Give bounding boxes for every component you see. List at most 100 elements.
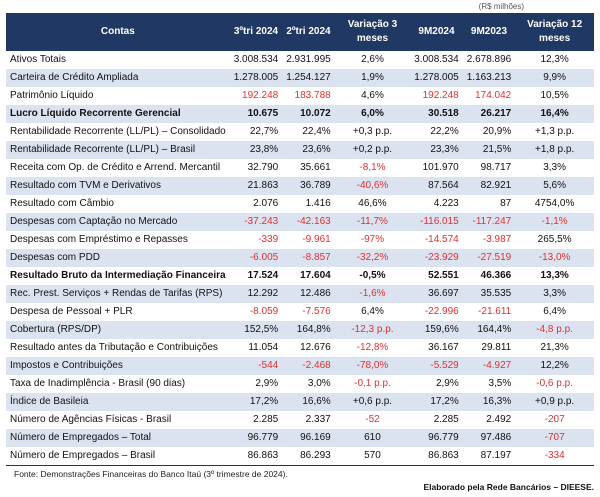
cell-value: -4,8 p.p. <box>515 321 594 339</box>
cell-value: 6,4% <box>543 306 567 317</box>
cell-value: +1,3 p.p. <box>535 126 575 137</box>
cell-value: 96.779 <box>229 429 283 447</box>
cell-value: 2,6% <box>361 54 384 65</box>
table-row: Resultado com TVM e Derivativos 21.863 36.… <box>6 177 594 195</box>
cell-value: 1.416 <box>305 198 331 209</box>
cell-value: -1,1% <box>515 213 594 231</box>
cell-value: -12,3 p.p. <box>334 321 411 339</box>
row-label: Número de Agências Físicas - Brasil <box>10 414 172 425</box>
cell-value: 6,0% <box>334 105 411 123</box>
cell-value: -22.996 <box>424 306 459 317</box>
cell-value: 12.486 <box>282 285 335 303</box>
cell-value: 11.054 <box>248 342 279 353</box>
row-label: Ativos Totais <box>10 54 66 65</box>
table-row: Despesas com Empréstimo e Repasses -339 -9… <box>6 231 594 249</box>
cell-value: 26.217 <box>462 105 516 123</box>
header-3tri-2024: 3ºtri 2024 <box>229 13 283 51</box>
cell-value: -8,1% <box>359 162 386 173</box>
table-row: Carteira de Crédito Ampliada 1.278.005 1.2… <box>6 69 594 87</box>
row-label: Rentabilidade Recorrente (LL/PL) – Brasi… <box>6 141 230 159</box>
cell-value: 610 <box>334 429 411 447</box>
row-label: Receita com Op. de Crédito e Arrend. Mer… <box>10 162 221 173</box>
cell-value: 3.008.534 <box>233 54 279 65</box>
cell-value: 23,6% <box>282 141 335 159</box>
table-row: Despesas com PDD -6.005 -8.857 -32,2% -23.92… <box>6 249 594 267</box>
row-label: Número de Empregados – Brasil <box>6 447 230 466</box>
cell-value: -97% <box>360 234 385 245</box>
table-row: Resultado com Câmbio 2.076 1.416 46,6% 4.223… <box>6 195 594 213</box>
table-row: Número de Empregados – Brasil 86.863 86.29… <box>6 447 594 466</box>
cell-value: 13,3% <box>540 270 569 281</box>
cell-value: 87.564 <box>410 177 463 195</box>
source-note: Fonte: Demonstrações Financeiras do Banc… <box>14 469 288 479</box>
cell-value: 16,4% <box>515 105 594 123</box>
cell-value: 12.292 <box>229 285 283 303</box>
cell-value: 9,9% <box>515 69 594 87</box>
cell-value: 23,3% <box>410 141 463 159</box>
cell-value: 2.337 <box>305 414 331 425</box>
row-label: Índice de Basileia <box>6 393 230 411</box>
cell-value: 4,6% <box>361 90 384 101</box>
header-variacao-3-meses: Variação 3 meses <box>334 13 411 51</box>
table-row: Número de Empregados – Total 96.779 96.169… <box>6 429 594 447</box>
cell-value: 97.486 <box>462 429 516 447</box>
cell-value: 10.675 <box>229 105 283 123</box>
cell-value: 183.788 <box>294 90 331 101</box>
cell-value: -1,6% <box>334 285 411 303</box>
cell-value: 20,9% <box>482 126 512 137</box>
cell-value: -544 <box>229 357 283 375</box>
cell-value: 10,5% <box>540 90 569 101</box>
cell-value: 98.717 <box>480 162 512 173</box>
cell-value: 21,3% <box>540 342 569 353</box>
row-label: Despesas com Empréstimo e Repasses <box>10 234 188 245</box>
cell-value: -0,1 p.p. <box>354 378 391 389</box>
cell-value: 2.492 <box>486 414 512 425</box>
cell-value: 82.921 <box>462 177 516 195</box>
cell-value: 192.248 <box>422 90 459 101</box>
cell-value: +1,8 p.p. <box>515 141 594 159</box>
cell-value: 2.076 <box>253 198 279 209</box>
cell-value: +0,6 p.p. <box>334 393 411 411</box>
cell-value: 86.293 <box>282 447 335 466</box>
row-label: Rentabilidade Recorrente (LL/PL) – Conso… <box>10 126 226 137</box>
cell-value: 164,8% <box>282 321 335 339</box>
table-row: Rentabilidade Recorrente (LL/PL) – Conso… <box>6 123 594 141</box>
row-label: Resultado com Câmbio <box>10 198 114 209</box>
financial-table: Contas 3ºtri 2024 2ºtri 2024 Variação 3 … <box>6 13 594 466</box>
cell-value: -78,0% <box>334 357 411 375</box>
cell-value: +0,2 p.p. <box>334 141 411 159</box>
cell-value: -2.468 <box>282 357 335 375</box>
cell-value: -334 <box>515 447 594 466</box>
cell-value: 30.518 <box>410 105 463 123</box>
cell-value: 174.042 <box>475 90 512 101</box>
cell-value: 265,5% <box>537 234 572 245</box>
header-contas: Contas <box>6 13 230 51</box>
table-row: Despesa de Pessoal + PLR -8.059 -7.576 6,4%… <box>6 303 594 321</box>
cell-value: 12,2% <box>515 357 594 375</box>
cell-value: 46.366 <box>480 270 512 281</box>
cell-value: -8.857 <box>282 249 335 267</box>
cell-value: -42.163 <box>282 213 335 231</box>
table-row: Rentabilidade Recorrente (LL/PL) – Brasi… <box>6 141 594 159</box>
cell-value: -52 <box>365 414 380 425</box>
cell-value: -4.927 <box>462 357 516 375</box>
cell-value: -23.929 <box>410 249 463 267</box>
header-variacao-12-meses: Variação 12 meses <box>515 13 594 51</box>
cell-value: 87 <box>500 198 512 209</box>
cell-value: 17.524 <box>247 270 279 281</box>
cell-value: -9.961 <box>302 234 331 245</box>
cell-value: 17,2% <box>229 393 283 411</box>
cell-value: 1.254.127 <box>282 69 335 87</box>
row-label: Rec. Prest. Serviços + Rendas de Tarifas… <box>6 285 230 303</box>
table-row: Ativos Totais 3.008.534 2.931.995 2,6% 3.008… <box>6 51 594 69</box>
row-label: Resultado antes da Tributação e Contribu… <box>10 342 218 353</box>
cell-value: -5.529 <box>410 357 463 375</box>
cell-value: -14.574 <box>424 234 459 245</box>
cell-value: -707 <box>515 429 594 447</box>
cell-value: 21,5% <box>462 141 516 159</box>
cell-value: 2,9% <box>435 378 459 389</box>
cell-value: 86.863 <box>410 447 463 466</box>
table-row: Resultado antes da Tributação e Contribu… <box>6 339 594 357</box>
author-note: Elaborado pela Rede Bancários – DIEESE. <box>423 482 594 492</box>
